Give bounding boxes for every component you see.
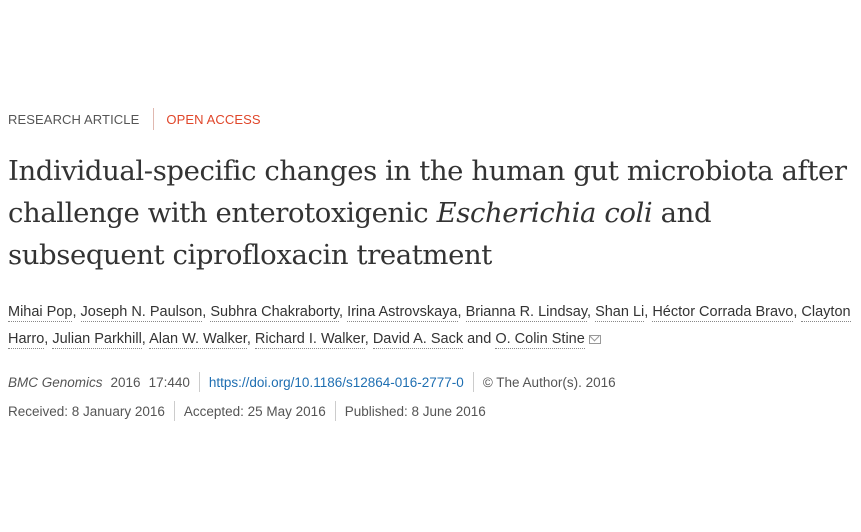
dates-divider xyxy=(334,401,336,421)
citation-year: 2016 xyxy=(110,374,141,390)
mail-icon[interactable] xyxy=(588,335,601,344)
author-link[interactable]: Brianna R. Lindsay xyxy=(465,304,587,322)
open-access-label: OPEN ACCESS xyxy=(166,111,261,127)
author-link[interactable]: Julian Parkhill xyxy=(52,331,142,349)
citation-divider xyxy=(198,372,200,392)
title-part-1: Individual-specific changes in the human… xyxy=(8,155,847,229)
author-link[interactable]: Joseph N. Paulson xyxy=(80,304,203,322)
label-divider xyxy=(153,108,155,130)
author-link[interactable]: O. Colin Stine xyxy=(495,331,585,349)
copyright-text: © The Author(s). 2016 xyxy=(482,374,616,390)
journal-name[interactable]: BMC Genomics xyxy=(8,374,103,390)
dates-divider xyxy=(173,401,175,421)
title-organism: Escherichia coli xyxy=(436,197,653,229)
author-link[interactable]: Richard I. Walker xyxy=(254,331,365,349)
article-type-label: RESEARCH ARTICLE xyxy=(8,111,140,127)
author-link[interactable]: Alan W. Walker xyxy=(149,331,247,349)
doi-link[interactable]: https://doi.org/10.1186/s12864-016-2777-… xyxy=(208,374,464,390)
author-conjunction: and xyxy=(463,331,496,347)
author-link[interactable]: Héctor Corrada Bravo xyxy=(652,304,794,322)
author-link[interactable]: Clayton Harro xyxy=(8,304,851,349)
accepted-date: Accepted: 25 May 2016 xyxy=(183,403,326,419)
article-labels: RESEARCH ARTICLE OPEN ACCESS xyxy=(8,108,261,130)
author-link[interactable]: Irina Astrovskaya xyxy=(347,304,458,322)
citation-volume: 17:440 xyxy=(148,374,190,390)
received-date: Received: 8 January 2016 xyxy=(8,403,165,419)
title-part-2: and subsequent ciprofloxacin treatment xyxy=(8,197,712,271)
author-link[interactable]: David A. Sack xyxy=(372,331,464,349)
citation-divider xyxy=(472,372,474,392)
author-link[interactable]: Shan Li xyxy=(595,304,645,322)
published-date: Published: 8 June 2016 xyxy=(344,403,486,419)
dates-line: Received: 8 January 2016 Accepted: 25 Ma… xyxy=(8,400,486,422)
citation-line: BMC Genomics 2016 17:440 https://doi.org… xyxy=(8,371,616,393)
article-title: Individual-specific changes in the human… xyxy=(8,150,858,276)
author-link[interactable]: Subhra Chakraborty xyxy=(210,304,340,322)
author-link[interactable]: Mihai Pop xyxy=(8,304,73,322)
author-list: Mihai Pop, Joseph N. Paulson, Subhra Cha… xyxy=(8,304,851,349)
